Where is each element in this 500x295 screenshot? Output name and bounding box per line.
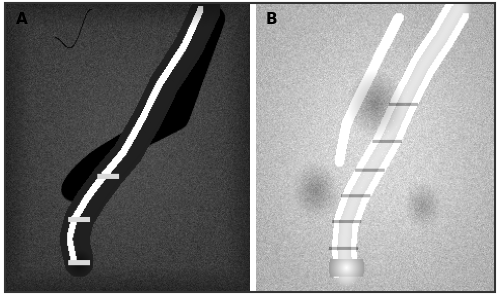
Text: A: A: [16, 12, 28, 27]
Text: B: B: [266, 12, 277, 27]
